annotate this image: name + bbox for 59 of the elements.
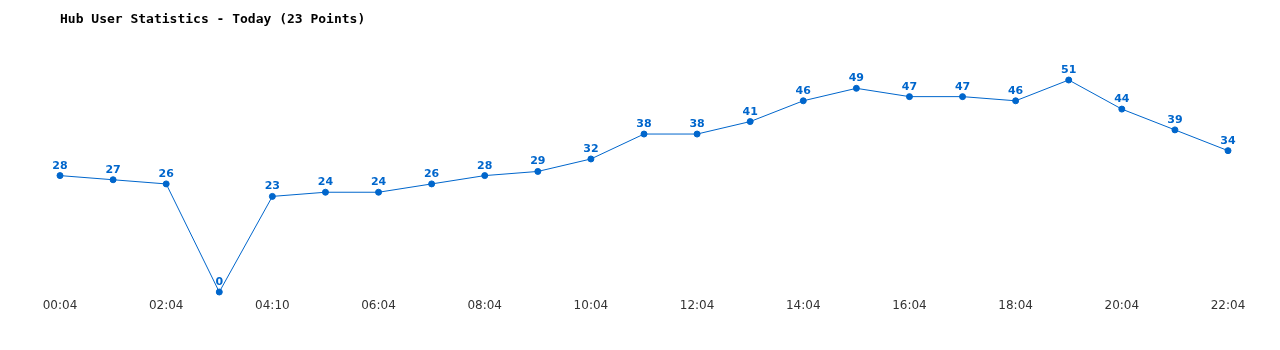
data-label: 32: [583, 141, 599, 155]
x-tick-label: 20:04: [1104, 297, 1140, 312]
point: [1224, 147, 1232, 155]
data-label: 46: [795, 83, 812, 97]
x-tick-label: 06:04: [361, 297, 396, 312]
point: [215, 288, 223, 296]
chart-title: Hub User Statistics - Today (23 Points): [60, 11, 366, 26]
data-label: 29: [530, 154, 546, 168]
data-label: 38: [636, 117, 652, 131]
point: [852, 84, 860, 92]
data-label: 26: [423, 166, 440, 180]
x-tick-label: 14:04: [785, 297, 821, 312]
data-label: 47: [901, 79, 918, 93]
data-label: 46: [1007, 83, 1024, 97]
x-tick-label: 04:10: [255, 297, 290, 312]
point: [428, 180, 436, 188]
point: [693, 130, 701, 138]
x-tick-label: 16:04: [892, 297, 927, 312]
data-label: 34: [1220, 133, 1236, 147]
point: [1012, 97, 1020, 105]
point: [587, 155, 595, 163]
data-label: 28: [477, 158, 493, 172]
point: [534, 167, 542, 175]
point: [321, 188, 329, 196]
data-label: 27: [105, 162, 121, 176]
point: [905, 93, 913, 101]
point: [1118, 105, 1126, 113]
point: [746, 118, 754, 126]
data-label: 49: [848, 71, 865, 85]
x-tick-label: 00:04: [42, 297, 78, 312]
data-label: 23: [264, 179, 281, 193]
x-tick-label: 02:04: [148, 297, 184, 312]
point: [799, 97, 807, 105]
data-label: 51: [1061, 63, 1077, 76]
point: [109, 176, 117, 184]
x-tick-label: 08:04: [467, 297, 503, 312]
data-label: 26: [158, 166, 175, 180]
x-tick-label: 22:04: [1210, 297, 1246, 312]
data-label: 24: [317, 175, 334, 189]
data-label: 0: [215, 275, 224, 288]
data-label: 44: [1114, 92, 1130, 106]
x-tick-label: 18:04: [998, 297, 1033, 312]
x-tick-label: 10:04: [573, 297, 609, 312]
point: [1171, 126, 1179, 134]
point: [375, 188, 383, 196]
point: [56, 172, 64, 180]
x-tick-label: 12:04: [679, 297, 715, 312]
point: [481, 172, 489, 180]
point: [1065, 76, 1073, 84]
data-label: 28: [52, 158, 68, 172]
data-label: 41: [742, 104, 758, 118]
point: [162, 180, 170, 188]
data-label: 39: [1167, 112, 1183, 126]
data-label: 24: [370, 175, 387, 189]
point: [959, 93, 967, 101]
data-label: 47: [954, 79, 971, 93]
point: [640, 130, 648, 138]
point: [268, 192, 276, 200]
data-label: 38: [689, 117, 705, 131]
